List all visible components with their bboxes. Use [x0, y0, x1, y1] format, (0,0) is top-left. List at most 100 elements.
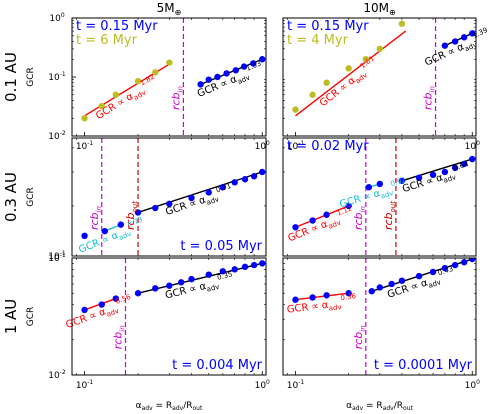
data-point — [240, 63, 248, 70]
data-point — [398, 177, 406, 184]
panel-frame — [71, 257, 267, 376]
data-point — [205, 271, 212, 278]
data-point — [117, 221, 125, 228]
data-point — [309, 91, 316, 98]
data-point — [469, 258, 476, 263]
data-point — [415, 272, 423, 280]
data-point — [219, 268, 227, 275]
fit-label: GCR ∝ αadv0.36 — [286, 292, 358, 317]
fit-line — [137, 171, 263, 214]
x-tick-label: 100 — [465, 140, 480, 152]
x-tick-label: 10-1 — [287, 379, 305, 391]
panel-frame — [71, 137, 267, 257]
rcb-label: rcbout — [382, 201, 397, 230]
data-point — [460, 160, 468, 168]
rcb-label: rcbin — [422, 86, 437, 110]
fit-line — [295, 30, 407, 117]
x-tick-label: 100 — [255, 379, 270, 391]
data-point — [152, 204, 159, 212]
data-point — [197, 81, 204, 88]
rcb-label: rcbout — [124, 201, 139, 230]
data-point — [323, 292, 330, 299]
panel-content — [292, 138, 476, 256]
data-point — [376, 180, 384, 188]
data-point — [292, 106, 299, 113]
panel-content — [81, 18, 266, 136]
data-point — [166, 200, 173, 208]
y-axis-label: GCR — [26, 307, 36, 327]
data-point — [152, 285, 159, 292]
data-point — [231, 266, 238, 273]
fit-line — [401, 158, 473, 182]
data-point — [460, 259, 468, 266]
panel-frame — [282, 137, 477, 257]
data-point — [205, 189, 212, 196]
data-point — [345, 65, 352, 72]
data-point — [223, 70, 230, 77]
x-axis-label: αadv = Radv/Rout — [346, 401, 413, 412]
panel-frame — [282, 17, 477, 137]
data-point — [152, 69, 159, 76]
data-point — [451, 164, 459, 172]
data-point — [241, 176, 249, 183]
data-point — [398, 277, 406, 284]
data-point — [232, 67, 240, 74]
data-point — [214, 73, 221, 81]
y-tick-label: 10-1 — [48, 250, 66, 262]
data-point — [376, 45, 384, 53]
x-tick-label: 100 — [465, 379, 480, 391]
column-title: 10M⊕ — [363, 1, 395, 17]
data-point — [250, 60, 257, 67]
time-label: t = 0.15 Myr — [287, 19, 369, 34]
data-point — [112, 295, 120, 302]
y-axis-label: GCR — [26, 67, 36, 87]
data-point — [81, 115, 88, 122]
panel-content — [81, 258, 266, 375]
y-tick-label: 10-1 — [48, 71, 66, 83]
y-axis-label: GCR — [26, 187, 36, 207]
time-label: t = 6 Myr — [76, 33, 138, 48]
data-point — [250, 173, 258, 180]
panel-0-0: 10-1 100 10-2 10-1 100 rcbin GCR ∝ αadv1.82 GCR… — [48, 12, 270, 152]
time-label: t = 0.02 Myr — [287, 139, 369, 154]
fit-label: GCR ∝ αadv1.03 — [194, 59, 265, 101]
data-point — [365, 184, 373, 191]
data-point — [388, 280, 395, 288]
panel-frame — [282, 257, 477, 376]
data-point — [323, 79, 330, 86]
data-point — [441, 264, 449, 272]
data-point — [362, 56, 370, 63]
data-point — [451, 38, 459, 45]
data-point — [219, 184, 227, 191]
time-label: t = 4 Myr — [287, 33, 349, 48]
panel-frame — [71, 17, 267, 137]
data-point — [292, 224, 299, 231]
fit-label: GCR ∝ αadv0.92 — [337, 176, 409, 212]
data-point — [460, 34, 468, 41]
data-point — [134, 77, 142, 85]
y-tick-label: 100 — [49, 12, 64, 24]
data-point — [429, 268, 437, 276]
time-label: t = 0.0001 Myr — [374, 358, 473, 373]
data-point — [469, 155, 476, 163]
data-point — [469, 30, 476, 37]
x-axis-labels: αadv = Radv/Rout αadv = Radv/Rout — [136, 401, 414, 412]
row-title: 1 AU — [2, 299, 20, 335]
data-point — [398, 20, 406, 27]
rcb-label: rcbin — [111, 325, 126, 349]
x-tick-label: 10-1 — [287, 140, 305, 152]
fit-label: GCR ∝ αadv1.39 — [422, 26, 491, 70]
data-point — [415, 174, 423, 181]
rcb-label: rcbin — [169, 86, 184, 110]
data-point — [441, 42, 449, 49]
data-point — [309, 217, 316, 224]
data-point — [166, 282, 173, 289]
data-point — [134, 290, 142, 297]
data-point — [81, 232, 88, 239]
panel-content — [292, 18, 476, 136]
rcb-label: rcbin — [352, 206, 367, 230]
